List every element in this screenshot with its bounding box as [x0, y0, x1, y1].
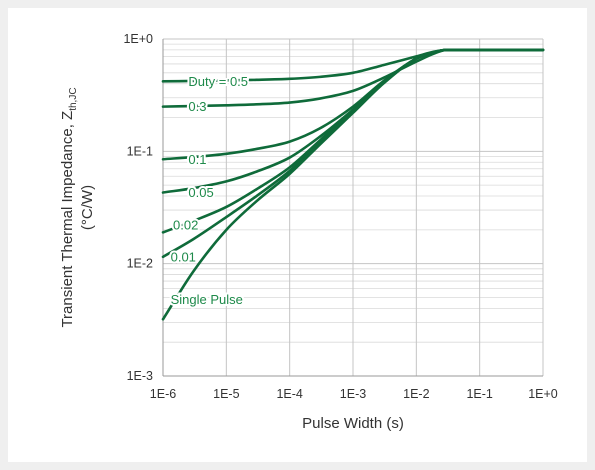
series-label: Duty = 0.5 [188, 74, 248, 89]
x-tick-label: 1E+0 [528, 387, 558, 401]
y-tick-label: 1E-2 [127, 257, 153, 271]
x-tick-label: 1E-5 [213, 387, 239, 401]
series-label: Single Pulse [171, 292, 243, 307]
y-axis-title-subscript: th,JC [68, 87, 79, 110]
series-label: 0.1 [188, 152, 206, 167]
chart-panel: Pulse Width (s) Transient Thermal Impeda… [8, 8, 587, 462]
y-axis-title-main: Transient Thermal Impedance, Z [59, 111, 76, 328]
grid [162, 38, 544, 377]
x-axis-title: Pulse Width (s) [302, 415, 404, 432]
series-label: 0.01 [171, 249, 196, 264]
series-lines [161, 48, 545, 321]
x-tick-label: 1E-6 [150, 387, 176, 401]
x-tick-label: 1E-2 [403, 387, 429, 401]
series-label: 0.02 [173, 218, 198, 233]
y-tick-label: 1E-3 [127, 369, 153, 383]
x-tick-label: 1E-3 [340, 387, 366, 401]
tick-labels: 1E-6 1E-5 1E-4 1E-3 1E-2 1E-1 1E+0 1E+0 1E-1 1E-2… [123, 32, 557, 401]
series-line [161, 48, 545, 321]
thermal-impedance-chart: Pulse Width (s) Transient Thermal Impeda… [59, 32, 558, 432]
series-label: 0.3 [188, 99, 206, 114]
y-tick-label: 1E-1 [127, 144, 153, 158]
x-tick-label: 1E-4 [276, 387, 302, 401]
axes: Pulse Width (s) Transient Thermal Impeda… [59, 87, 404, 432]
y-axis-unit: (°C/W) [79, 185, 96, 230]
y-axis-title: Transient Thermal Impedance, Zth,JC [59, 87, 79, 327]
x-tick-label: 1E-1 [466, 387, 492, 401]
series-label: 0.05 [188, 185, 213, 200]
y-tick-label: 1E+0 [123, 32, 153, 46]
series-labels: Duty = 0.5 0.3 0.1 0.05 0.02 0.01 Single Pulse [169, 72, 250, 309]
